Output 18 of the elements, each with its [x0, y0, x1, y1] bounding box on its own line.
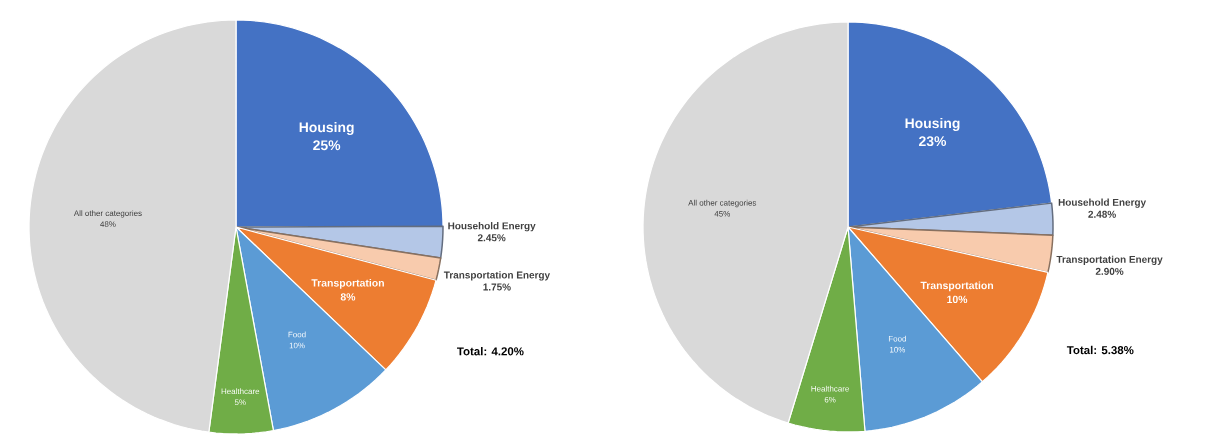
data-label: 8%: [340, 293, 356, 301]
slice-label: Transportation: [920, 281, 994, 292]
data-label: 2.45%: [477, 234, 506, 242]
data-label: 25%: [313, 140, 341, 151]
slice-label: Household Energy: [448, 222, 536, 232]
data-label: 10%: [947, 295, 968, 304]
data-label: 1.75%: [483, 283, 511, 291]
data-label: 2.90%: [1095, 267, 1124, 275]
slice-label: Transportation Energy: [1056, 255, 1163, 265]
text: Total: 5.38%: [1066, 345, 1134, 355]
slice-label: Housing: [905, 117, 960, 131]
data-label: 23%: [919, 136, 947, 147]
data-label: 2.48%: [1088, 210, 1116, 218]
slice-label: Transportation Energy: [443, 271, 551, 281]
slice-label: Transportation: [311, 278, 384, 289]
slice-label: Household Energy: [1058, 198, 1147, 208]
slice-label: Housing: [299, 122, 354, 136]
text: Total: 4.20%: [457, 346, 524, 356]
